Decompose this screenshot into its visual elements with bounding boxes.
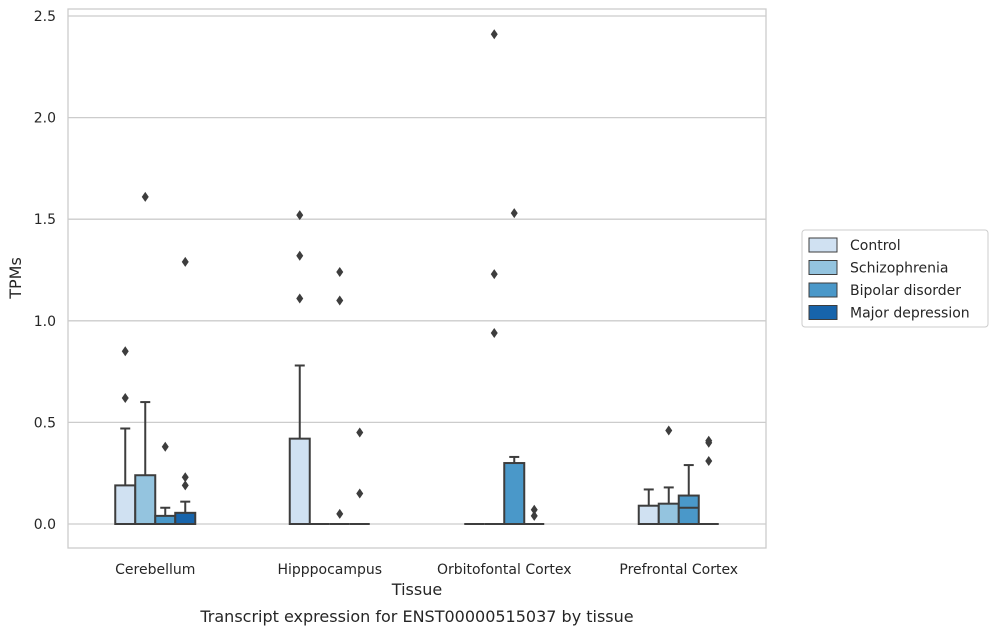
y-tick-label: 0.0 [34, 517, 56, 533]
box-hipppocampus-bipolar-disorder [329, 267, 350, 525]
outlier-point [336, 295, 344, 306]
outlier-point [141, 191, 149, 202]
legend-swatch [808, 260, 838, 275]
legend-frame [801, 229, 989, 328]
box-group [114, 29, 719, 526]
box-orbitofontal-cortex-major-depression [524, 504, 545, 525]
box-body [174, 511, 197, 525]
plot-area-frame [67, 8, 767, 549]
x-tick-label: Cerebellum [115, 562, 195, 578]
outlier-point [121, 346, 129, 357]
outlier-point [181, 256, 189, 267]
y-tick-label: 2.0 [34, 111, 56, 127]
outlier-point [181, 472, 189, 483]
outlier-point [530, 510, 538, 521]
outlier-point [181, 480, 189, 491]
outlier-point [121, 393, 129, 404]
y-axis-label: TPMs [6, 257, 25, 300]
y-tick-label: 1.0 [34, 314, 56, 330]
outlier-point [530, 504, 538, 515]
legend-label: Schizophrenia [850, 261, 948, 277]
legend-label: Bipolar disorder [850, 283, 961, 299]
legend-swatch [808, 305, 838, 320]
legend-swatch [808, 237, 838, 253]
outlier-point [490, 29, 498, 40]
outlier-point [490, 269, 498, 280]
x-axis-label: Tissue [391, 580, 442, 599]
box-body [637, 504, 660, 526]
y-tick-label: 1.5 [34, 212, 56, 228]
box-body [154, 514, 177, 526]
outlier-point [336, 267, 344, 278]
x-tick-label: Hipppocampus [277, 562, 382, 578]
box-prefrontal-cortex-bipolar-disorder [677, 464, 700, 526]
x-tick-labels: Cerebellum Hipppocampus Orbitofontal Corte… [115, 562, 738, 578]
chart-title: Transcript expression for ENST0000051503… [199, 607, 633, 626]
y-tick-label: 2.5 [34, 9, 56, 25]
box-cerebellum-bipolar-disorder [154, 441, 177, 526]
box-body [114, 484, 137, 525]
box-prefrontal-cortex-schizophrenia [657, 425, 680, 525]
box-cerebellum-control [114, 346, 137, 525]
outlier-point [356, 488, 364, 499]
box-prefrontal-cortex-major-depression [698, 435, 719, 525]
outlier-point [296, 293, 304, 304]
outlier-point [705, 456, 713, 467]
box-orbitofontal-cortex-schizophrenia [484, 29, 505, 525]
box-prefrontal-cortex-control [637, 488, 660, 526]
outlier-point [705, 435, 713, 446]
box-hipppocampus-control [288, 210, 311, 526]
outlier-point [490, 327, 498, 338]
legend-label: Control [850, 238, 901, 254]
box-cerebellum-schizophrenia [134, 191, 157, 525]
box-body [657, 502, 680, 525]
box-body [134, 474, 157, 525]
outlier-point [356, 427, 364, 438]
box-body [677, 494, 700, 526]
y-gridlines [68, 15, 766, 525]
box-body [503, 462, 526, 526]
legend-label: Major depression [850, 306, 970, 322]
box-hipppocampus-major-depression [349, 427, 370, 525]
box-cerebellum-major-depression [174, 256, 197, 525]
y-tick-labels: 0.0 0.5 1.0 1.5 2.0 2.5 [34, 9, 56, 533]
outlier-point [665, 425, 673, 436]
outlier-point [161, 441, 169, 452]
outlier-point [296, 210, 304, 221]
x-tick-label: Orbitofontal Cortex [437, 562, 572, 578]
y-tick-label: 0.5 [34, 415, 56, 431]
box-body [288, 437, 311, 526]
outlier-point [510, 208, 518, 219]
legend-items: Control Schizophrenia Bipolar disorder Majo… [808, 237, 970, 322]
legend: Control Schizophrenia Bipolar disorder Majo… [801, 229, 989, 328]
box-orbitofontal-cortex-bipolar-disorder [503, 208, 526, 526]
legend-swatch [808, 282, 838, 298]
outlier-point [336, 508, 344, 519]
outlier-point [296, 250, 304, 261]
x-tick-label: Prefrontal Cortex [619, 562, 738, 578]
